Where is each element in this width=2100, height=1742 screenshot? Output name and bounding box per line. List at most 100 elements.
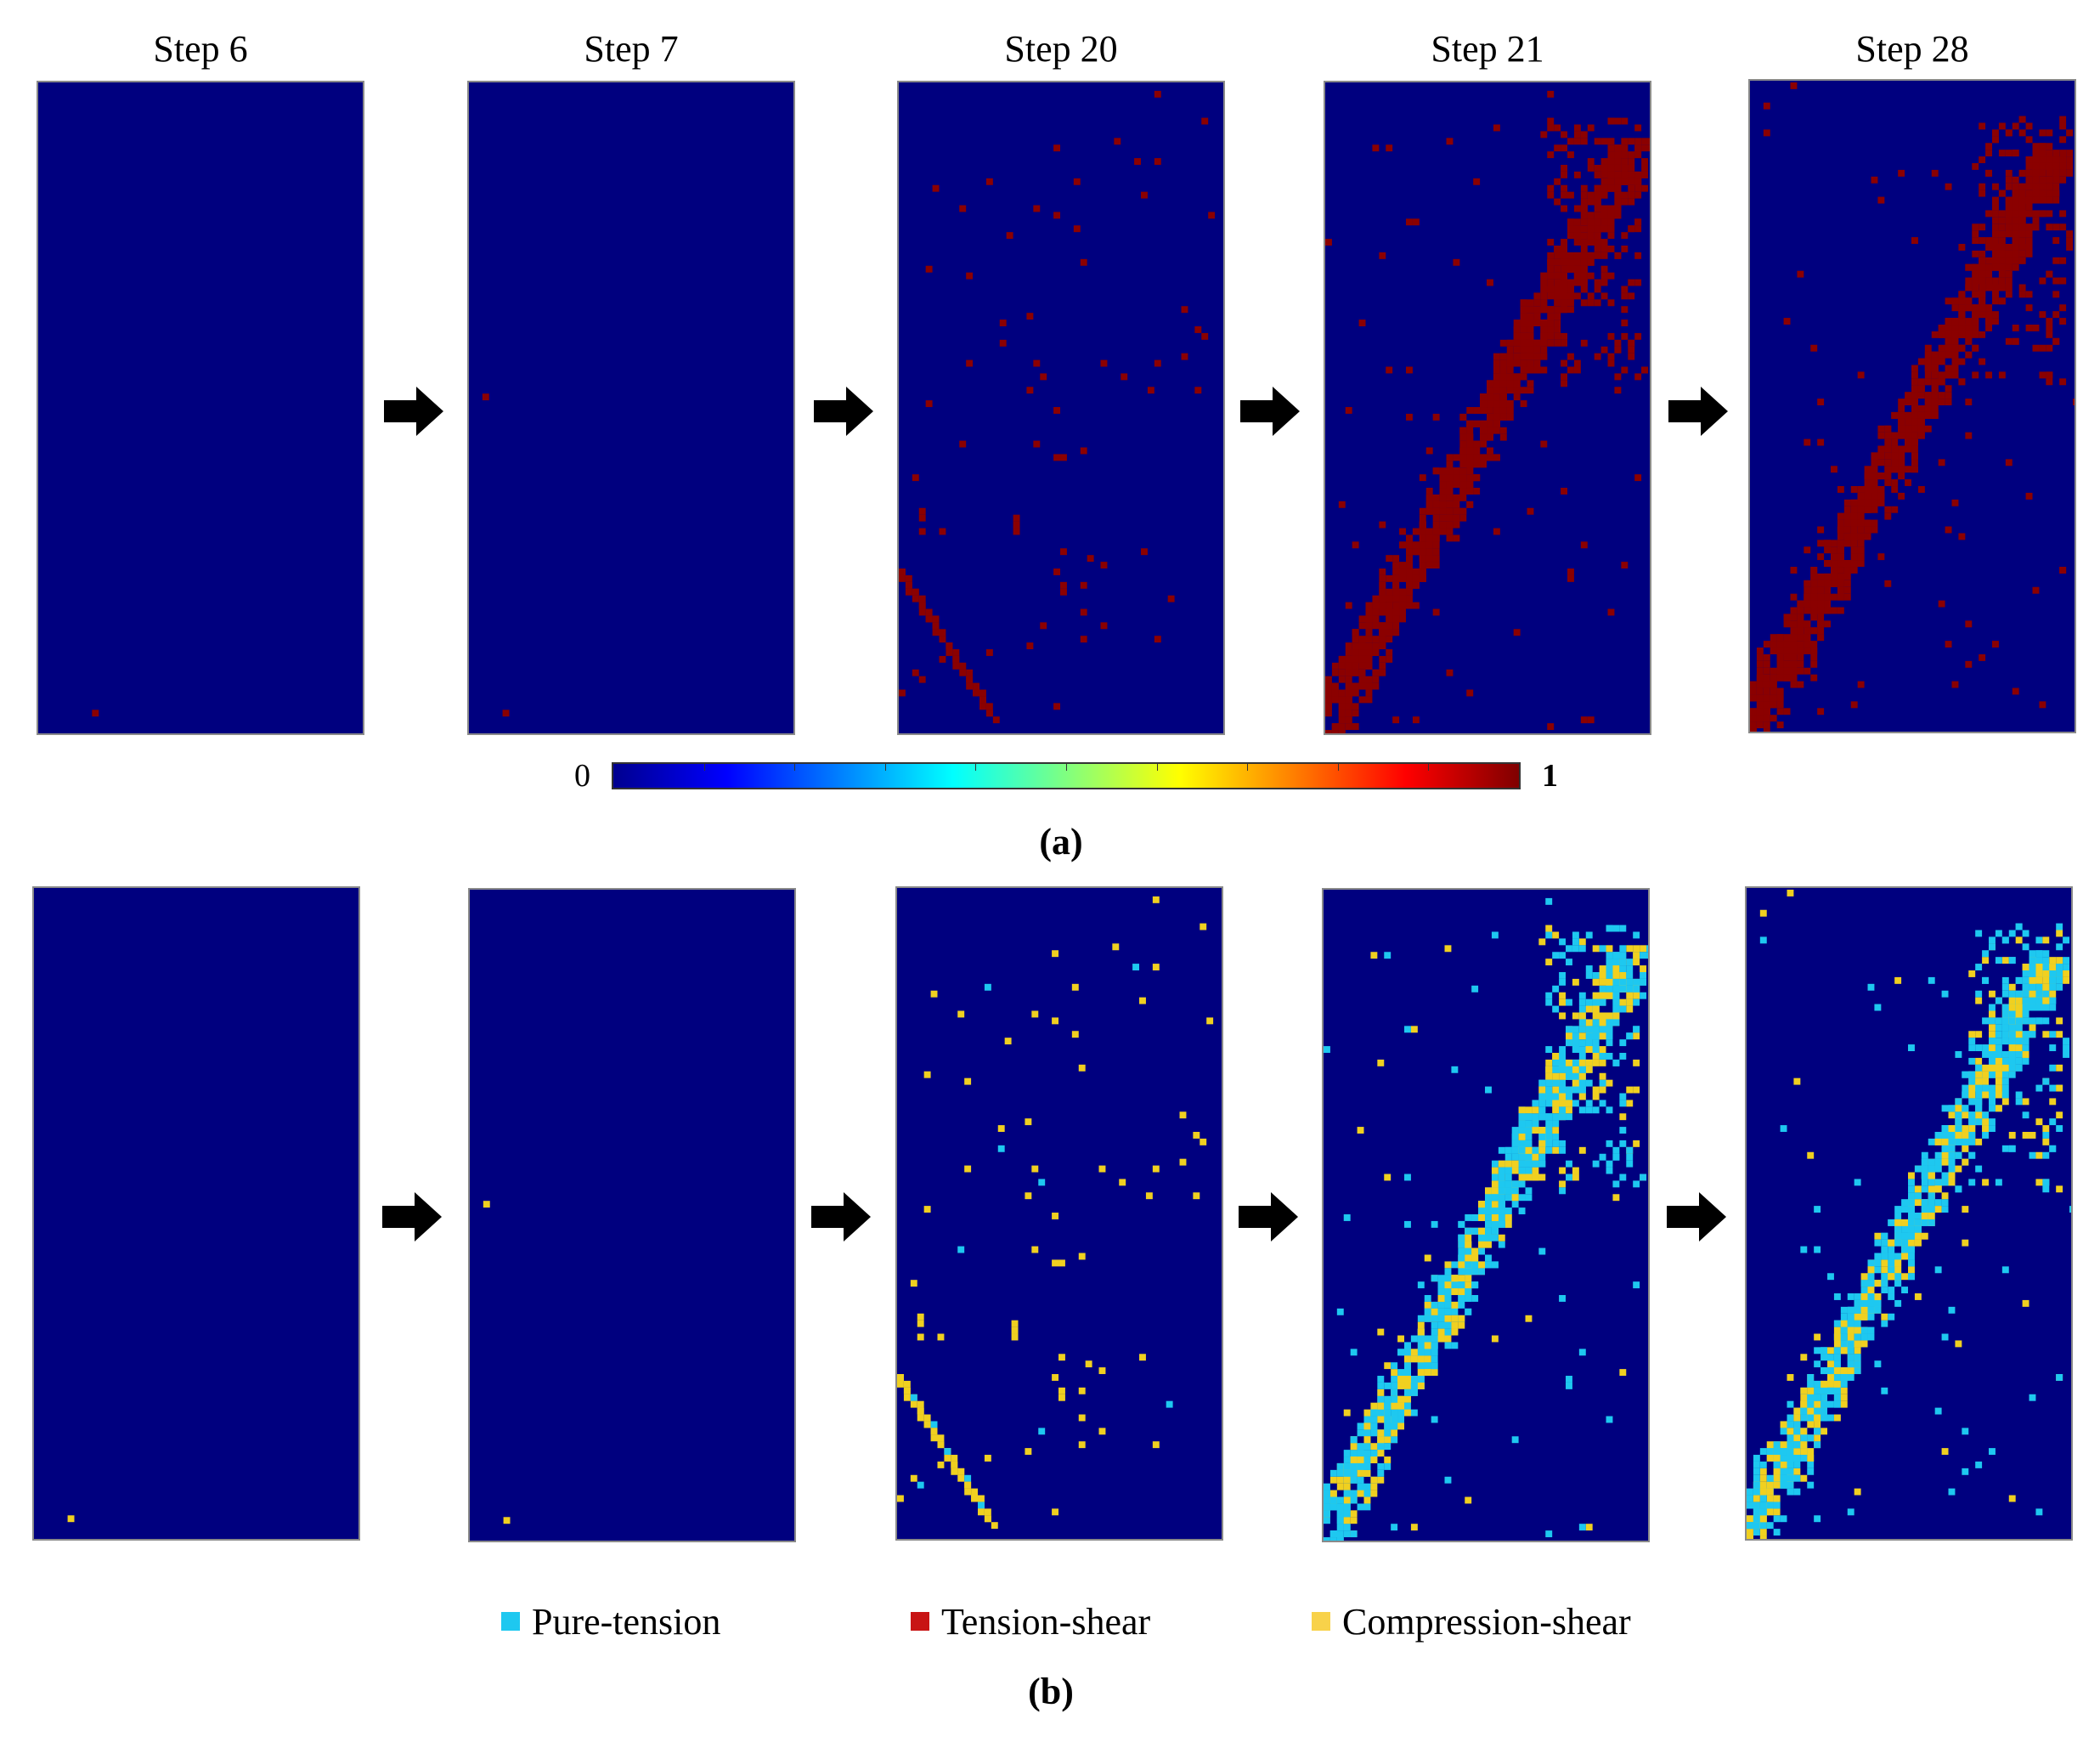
damaged-cell xyxy=(1365,642,1373,650)
damaged-cell xyxy=(1567,286,1574,293)
damaged-cell xyxy=(1807,1461,1815,1468)
damaged-cell xyxy=(1343,1510,1351,1518)
damaged-cell xyxy=(1857,681,1865,688)
damaged-cell xyxy=(2022,1111,2029,1119)
damaged-cell xyxy=(1921,1219,1928,1226)
damaged-cell xyxy=(2059,150,2067,157)
damaged-cell xyxy=(1958,244,1966,251)
damaged-cell xyxy=(2018,237,2026,244)
damaged-cell xyxy=(1945,297,1952,305)
damaged-cell xyxy=(1480,454,1488,461)
damaged-cell xyxy=(1580,286,1588,293)
damaged-cell xyxy=(1350,1490,1358,1497)
damaged-cell xyxy=(1817,573,1825,580)
damaged-cell xyxy=(1513,387,1521,394)
damaged-cell xyxy=(1540,353,1548,360)
damaged-cell xyxy=(1951,344,1959,352)
damaged-cell xyxy=(1580,191,1588,199)
damaged-cell xyxy=(1612,959,1620,966)
damaged-cell xyxy=(1814,1246,1821,1253)
damaged-cell xyxy=(1345,662,1352,670)
damaged-cell xyxy=(1979,237,1986,244)
damaged-cell xyxy=(1417,1349,1425,1356)
damaged-cell xyxy=(1756,701,1764,709)
damaged-cell xyxy=(1807,1380,1815,1388)
damaged-cell xyxy=(1600,218,1608,226)
damaged-cell xyxy=(1406,562,1413,569)
damaged-cell xyxy=(1350,1436,1358,1444)
damaged-cell xyxy=(1800,1428,1808,1435)
damaged-cell xyxy=(1894,1213,1902,1219)
damaged-cell xyxy=(1547,326,1555,333)
damaged-cell xyxy=(1399,602,1407,609)
damaged-cell xyxy=(1386,588,1393,596)
damaged-cell xyxy=(1992,284,1999,291)
damaged-cell xyxy=(1874,1004,1882,1011)
damaged-cell xyxy=(912,595,919,602)
damaged-cell xyxy=(1600,239,1608,246)
damaged-cell xyxy=(1345,682,1352,690)
damaged-cell xyxy=(1619,971,1627,979)
damaged-cell xyxy=(1766,1481,1774,1489)
damaged-cell xyxy=(1491,1194,1499,1202)
damaged-cell xyxy=(1606,1039,1613,1047)
damaged-cell xyxy=(1386,574,1393,582)
damaged-cell xyxy=(1532,1174,1539,1181)
damaged-cell xyxy=(1412,548,1420,556)
damaged-cell xyxy=(1827,1374,1834,1381)
damaged-cell xyxy=(1854,1360,1861,1368)
damaged-cell xyxy=(1363,1436,1371,1444)
damaged-cell xyxy=(1491,1187,1499,1195)
damaged-cell xyxy=(1538,1079,1546,1087)
damaged-cell xyxy=(939,636,946,643)
damaged-cell xyxy=(1363,1416,1371,1423)
damaged-cell xyxy=(1626,965,1634,972)
damaged-cell xyxy=(1587,299,1595,307)
damaged-cell xyxy=(1493,373,1500,381)
damaged-cell xyxy=(1837,512,1844,520)
damaged-cell xyxy=(984,1515,991,1523)
damaged-cell xyxy=(1377,1443,1385,1451)
damaged-cell xyxy=(1614,387,1622,394)
damaged-cell xyxy=(1580,541,1588,549)
damaged-cell xyxy=(1763,701,1770,709)
damaged-cell xyxy=(1992,277,1999,285)
damaged-cell xyxy=(1559,1086,1567,1094)
damaged-cell xyxy=(1790,634,1798,642)
damaged-cell xyxy=(1487,279,1493,286)
damaged-cell xyxy=(1877,472,1885,480)
damaged-cell xyxy=(1628,178,1635,185)
damaged-cell xyxy=(1951,325,1959,331)
damaged-cell xyxy=(1770,694,1777,702)
damaged-cell xyxy=(2039,143,2046,150)
damaged-cell xyxy=(1580,272,1588,280)
damaged-cell xyxy=(1352,682,1359,690)
damaged-cell xyxy=(1363,1496,1371,1504)
damaged-cell xyxy=(1894,1299,1902,1307)
damaged-cell xyxy=(1780,1481,1787,1489)
damaged-cell xyxy=(1504,1180,1512,1188)
damaged-cell xyxy=(1783,648,1791,654)
damaged-cell xyxy=(1458,1295,1465,1302)
damaged-cell xyxy=(1592,1039,1600,1047)
damaged-cell xyxy=(1985,277,1993,285)
damaged-cell xyxy=(1520,366,1527,374)
damaged-cell xyxy=(1992,641,1999,648)
damaged-cell xyxy=(1325,676,1332,683)
damaged-cell xyxy=(2018,189,2026,197)
damaged-cell xyxy=(1538,1153,1546,1161)
damaged-cell xyxy=(1532,1153,1539,1161)
damaged-cell xyxy=(1485,1201,1492,1208)
damaged-cell xyxy=(1350,1349,1358,1356)
damaged-cell xyxy=(1606,1032,1613,1040)
damaged-cell xyxy=(1599,1079,1606,1087)
damaged-cell xyxy=(1843,586,1851,594)
damaged-cell xyxy=(1554,272,1561,280)
damaged-cell xyxy=(1578,1146,1586,1154)
damaged-cell xyxy=(1628,346,1635,353)
damaged-cell xyxy=(1399,588,1407,596)
damaged-cell xyxy=(1533,299,1541,307)
arrow-right-icon xyxy=(384,387,443,436)
damaged-cell xyxy=(957,1468,965,1475)
damaged-cell xyxy=(1365,608,1373,616)
